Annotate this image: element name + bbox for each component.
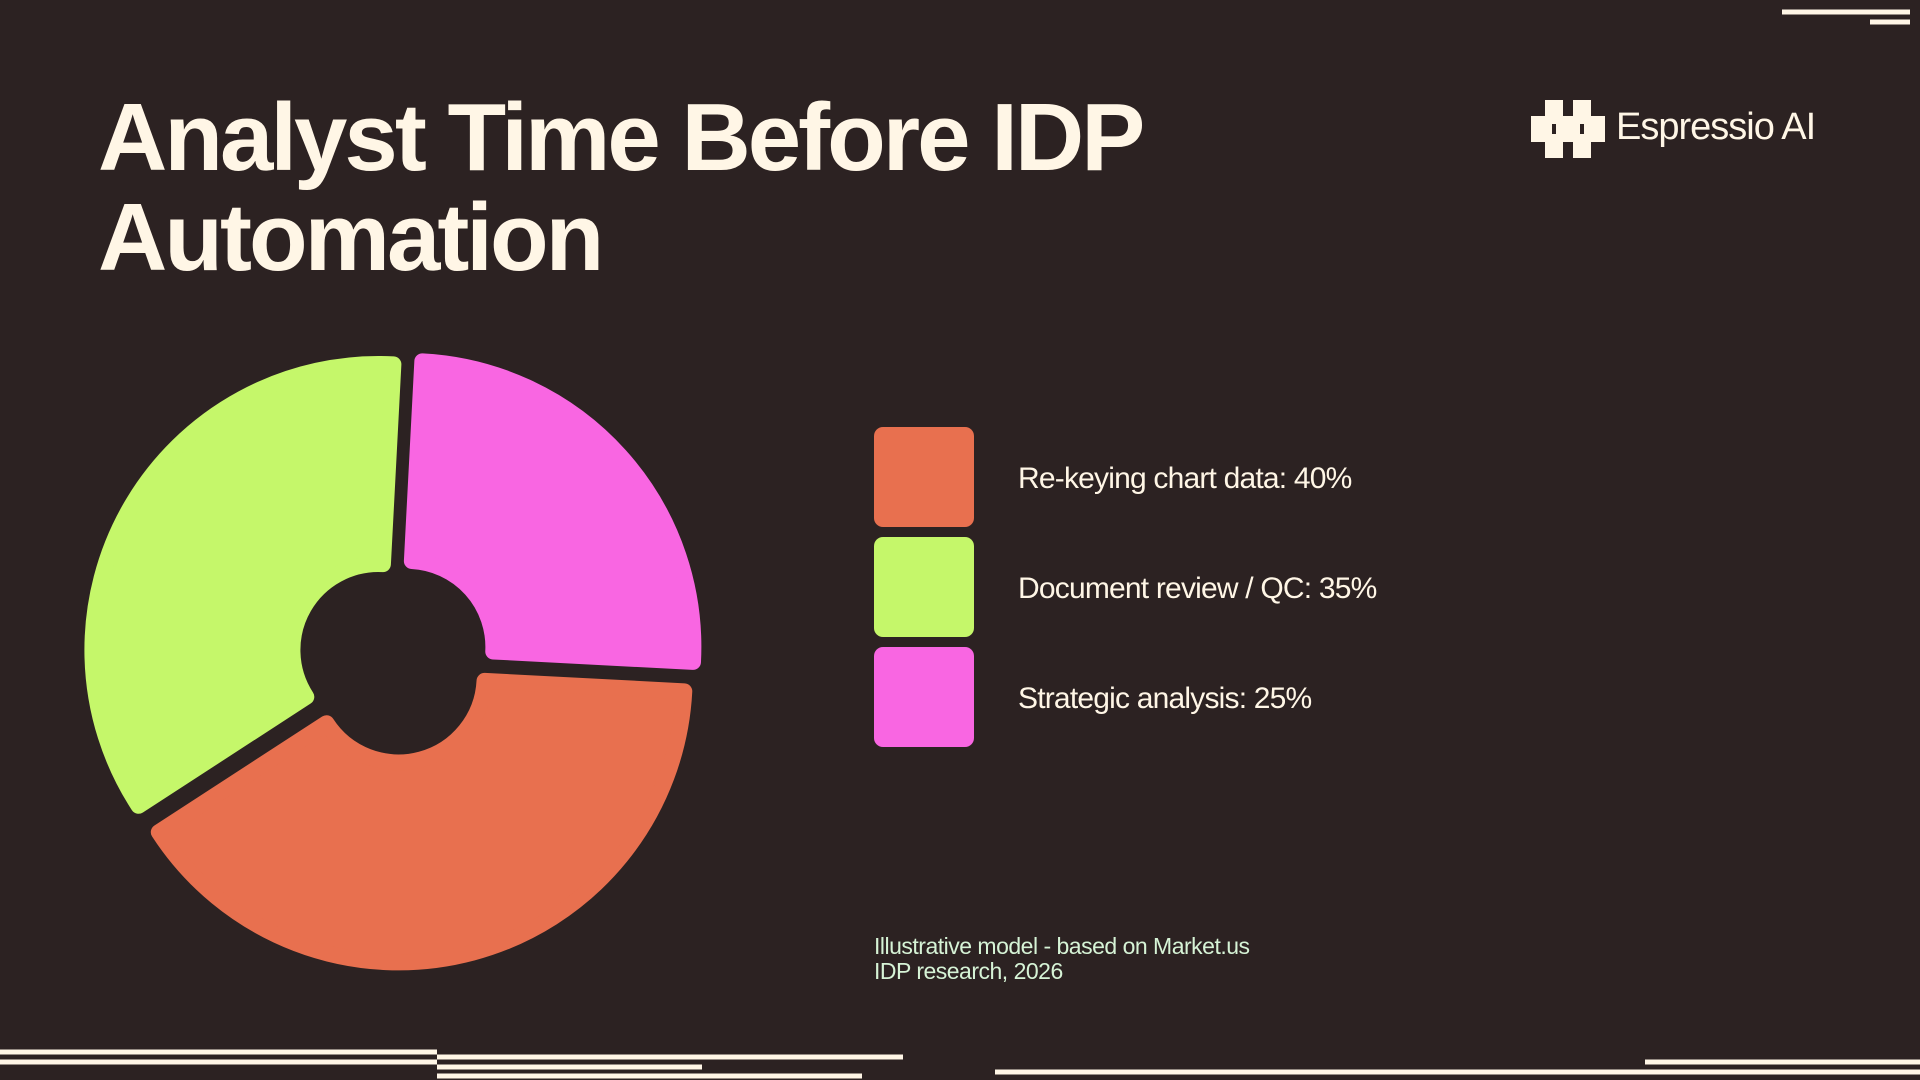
legend-swatch	[874, 647, 974, 747]
legend-swatch	[874, 427, 974, 527]
legend-label: Re-keying chart data: 40%	[1018, 462, 1352, 495]
pie-slice	[84, 356, 402, 814]
brand-logo	[1531, 100, 1605, 158]
brand-name: Espressio AI	[1616, 106, 1816, 148]
chart-title: Analyst Time Before IDP Automation	[98, 84, 1144, 291]
pie-slice	[403, 353, 702, 670]
note-line: Illustrative model - based on Market.us	[874, 933, 1250, 959]
legend-swatch	[874, 537, 974, 637]
legend-label: Document review / QC: 35%	[1018, 572, 1377, 605]
pie-slice	[150, 672, 693, 971]
legend-label: Strategic analysis: 25%	[1018, 682, 1312, 715]
source-note: Illustrative model - based on Market.us …	[874, 934, 1250, 984]
note-line: IDP research, 2026	[874, 958, 1063, 984]
